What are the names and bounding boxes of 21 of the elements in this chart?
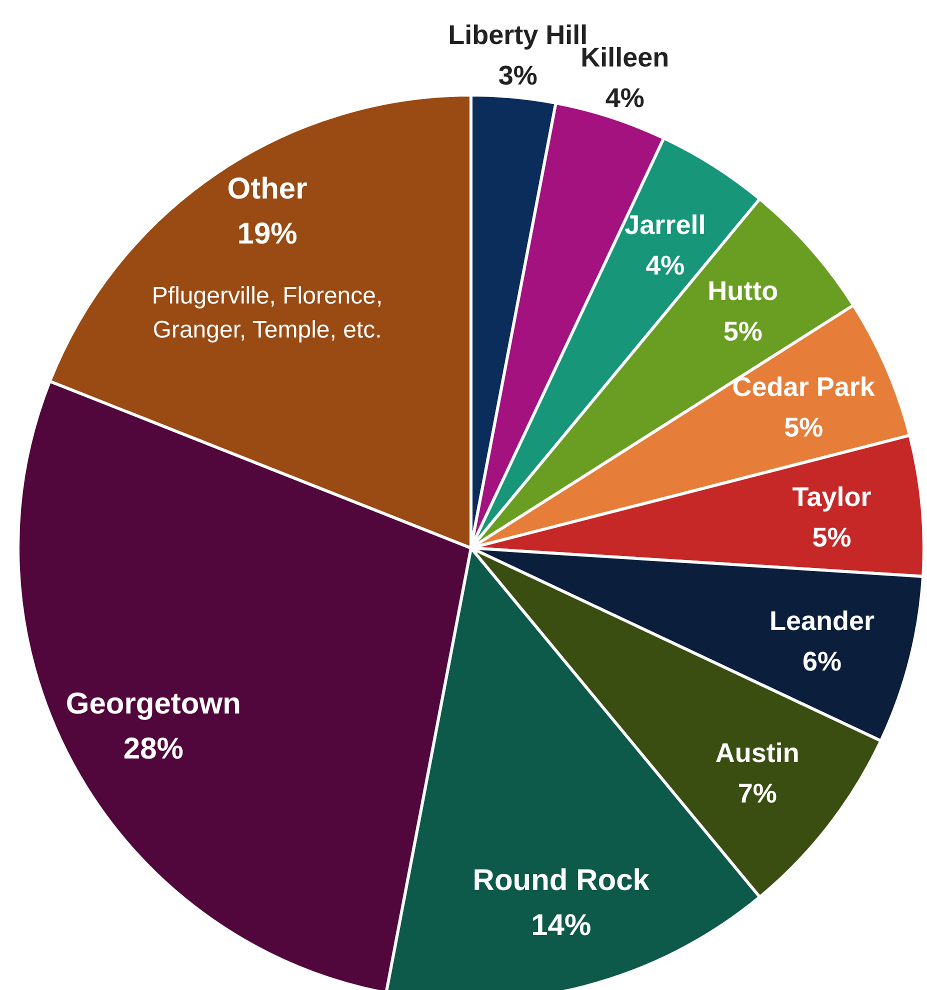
data-label: 7% [738,778,777,809]
slice-label: Georgetown [66,688,241,721]
slice-label: Hutto [708,276,778,306]
slice-label: Jarrell [624,210,706,240]
data-label: 5% [784,412,824,442]
data-label: 19% [237,217,298,250]
data-label: 14% [531,909,592,942]
slice-label: Other [227,172,308,206]
slice-label: Round Rock [472,864,650,898]
slice-label: Austin [715,738,800,768]
data-label: 5% [723,316,762,347]
slice-label: Taylor [792,482,872,512]
data-label: 6% [802,646,842,677]
data-label: 28% [123,732,184,766]
data-label: 5% [812,522,852,552]
data-label: 4% [605,82,644,113]
slice-label: Leander [769,606,876,636]
text: Pflugerville, Florence, Granger, Temple, etc. [152,282,383,344]
data-label: 4% [646,250,685,280]
slice-label: Cedar Park [732,372,876,402]
data-label: 3% [498,60,538,91]
